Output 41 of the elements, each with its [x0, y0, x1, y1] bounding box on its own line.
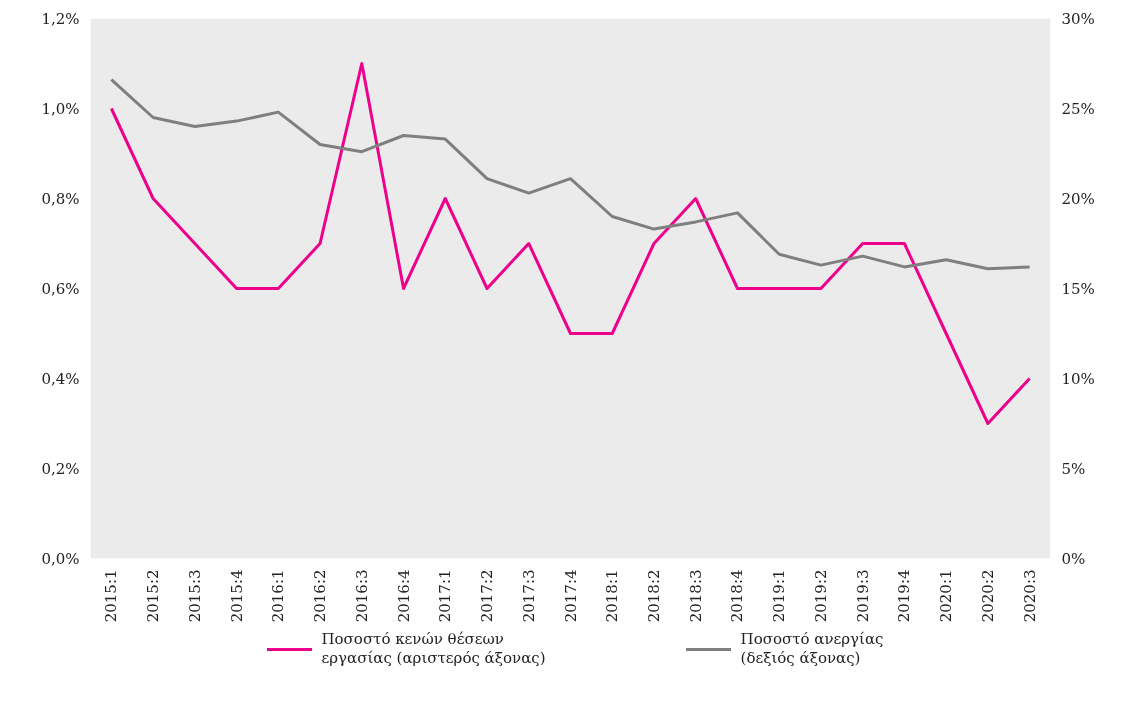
- x-tick-label: 2015:3: [185, 569, 204, 623]
- y2-tick-label: 20%: [1061, 189, 1095, 208]
- x-tick-label: 2015:1: [102, 569, 121, 623]
- x-tick-label: 2020:3: [1020, 569, 1039, 623]
- x-tick-label: 2019:4: [895, 569, 914, 623]
- y2-tick-label: 30%: [1061, 9, 1095, 28]
- y-tick-label: 1,0%: [41, 99, 80, 118]
- y-tick-label: 0,6%: [41, 279, 80, 298]
- y2-tick-label: 25%: [1061, 99, 1095, 118]
- x-tick-label: 2016:4: [394, 569, 413, 623]
- y-tick-label: 0,4%: [41, 369, 80, 388]
- x-tick-label: 2018:1: [603, 569, 622, 623]
- y-tick-label: 0,8%: [41, 189, 80, 208]
- line-series: [109, 78, 1032, 271]
- x-tick-label: 2016:3: [352, 569, 371, 623]
- x-tick-label: 2015:4: [227, 569, 246, 623]
- x-tick-label: 2017:1: [436, 569, 455, 623]
- x-tick-label: 2020:2: [978, 569, 997, 623]
- x-tick-label: 2019:2: [811, 569, 830, 623]
- x-tick-label: 2020:1: [937, 569, 956, 623]
- x-tick-label: 2018:4: [728, 569, 747, 623]
- x-tick-label: 2018:3: [686, 569, 705, 623]
- x-tick-label: 2017:2: [478, 569, 497, 623]
- line-series: [109, 62, 1032, 425]
- y-tick-label: 0,2%: [41, 459, 80, 478]
- x-tick-label: 2018:2: [644, 569, 663, 623]
- x-tick-label: 2015:2: [144, 569, 163, 623]
- y-tick-label: 0,0%: [41, 549, 80, 568]
- legend-label: Ποσοστό ανεργίας (δεξιός άξονας): [740, 630, 884, 668]
- y2-tick-label: 10%: [1061, 369, 1095, 388]
- legend-label: Ποσοστό κενών θέσεων εργασίας (αριστερός άξονας): [321, 630, 546, 668]
- x-tick-label: 2019:3: [853, 569, 872, 623]
- x-tick-label: 2017:4: [561, 569, 580, 623]
- x-tick-label: 2016:1: [269, 569, 288, 623]
- y2-tick-label: 15%: [1061, 279, 1095, 298]
- x-tick-label: 2017:3: [519, 569, 538, 623]
- y-tick-label: 1,2%: [41, 9, 80, 28]
- x-tick-label: 2019:1: [770, 569, 789, 623]
- y2-tick-label: 0%: [1061, 549, 1086, 568]
- y2-tick-label: 5%: [1061, 459, 1086, 478]
- x-tick-label: 2016:2: [311, 569, 330, 623]
